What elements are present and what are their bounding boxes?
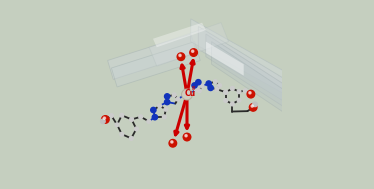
Circle shape: [165, 94, 170, 99]
Circle shape: [185, 135, 187, 137]
Polygon shape: [111, 42, 200, 87]
Circle shape: [247, 90, 255, 98]
Circle shape: [120, 113, 124, 117]
Circle shape: [237, 90, 241, 94]
Circle shape: [102, 116, 109, 123]
Polygon shape: [212, 42, 285, 113]
Circle shape: [115, 123, 119, 127]
Circle shape: [253, 102, 257, 107]
Circle shape: [249, 104, 257, 111]
Circle shape: [190, 49, 197, 56]
Circle shape: [251, 105, 253, 107]
Circle shape: [183, 90, 191, 99]
Text: Cu: Cu: [185, 89, 196, 98]
Circle shape: [206, 81, 211, 86]
Circle shape: [162, 115, 166, 119]
Circle shape: [218, 84, 221, 87]
Circle shape: [179, 54, 181, 57]
Polygon shape: [198, 26, 285, 102]
Circle shape: [147, 119, 151, 123]
Circle shape: [103, 117, 105, 119]
Circle shape: [224, 99, 228, 102]
Circle shape: [135, 127, 138, 131]
Circle shape: [172, 93, 176, 97]
Circle shape: [243, 89, 247, 93]
Circle shape: [177, 53, 185, 60]
Circle shape: [130, 118, 134, 121]
Circle shape: [249, 92, 251, 94]
Circle shape: [110, 114, 113, 118]
Circle shape: [165, 99, 170, 105]
Circle shape: [214, 80, 217, 84]
Circle shape: [208, 85, 213, 91]
Circle shape: [171, 141, 173, 143]
Circle shape: [230, 87, 234, 90]
Circle shape: [101, 119, 105, 124]
Polygon shape: [153, 23, 206, 47]
Circle shape: [192, 83, 197, 88]
Circle shape: [151, 107, 156, 113]
Circle shape: [224, 90, 228, 94]
Text: II: II: [191, 87, 196, 91]
Polygon shape: [206, 34, 285, 108]
Circle shape: [237, 98, 241, 102]
Circle shape: [169, 139, 177, 147]
Circle shape: [139, 115, 142, 119]
Polygon shape: [149, 23, 229, 66]
Circle shape: [215, 87, 219, 91]
Polygon shape: [191, 19, 285, 95]
Circle shape: [182, 89, 192, 100]
Circle shape: [158, 104, 162, 108]
Circle shape: [176, 97, 180, 101]
Circle shape: [164, 107, 168, 111]
Circle shape: [183, 133, 191, 141]
Circle shape: [120, 132, 124, 136]
Circle shape: [200, 84, 204, 88]
Circle shape: [224, 90, 228, 94]
Circle shape: [230, 102, 234, 106]
Circle shape: [197, 89, 201, 93]
Polygon shape: [108, 34, 196, 79]
Circle shape: [196, 80, 201, 85]
Circle shape: [194, 87, 198, 91]
Circle shape: [191, 50, 194, 52]
Polygon shape: [206, 42, 244, 76]
Circle shape: [152, 115, 157, 120]
Circle shape: [129, 136, 133, 140]
